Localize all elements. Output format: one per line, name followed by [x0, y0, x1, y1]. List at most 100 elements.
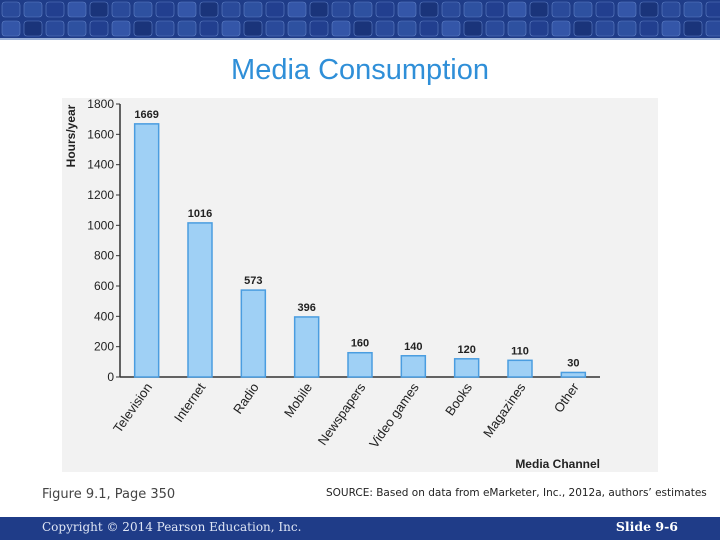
banner-tile	[551, 1, 571, 18]
banner-tile	[529, 20, 549, 37]
banner-tile	[45, 1, 65, 18]
banner-tile	[397, 1, 417, 18]
banner-tile	[573, 1, 593, 18]
y-tick-label: 1800	[87, 98, 114, 111]
banner-tile	[177, 20, 197, 37]
banner-tile	[573, 20, 593, 37]
banner-tile	[375, 20, 395, 37]
banner-divider	[0, 38, 720, 40]
banner-tile	[243, 20, 263, 37]
banner-tile	[397, 20, 417, 37]
bar	[400, 355, 427, 378]
data-label: 110	[511, 345, 529, 357]
banner-tile	[595, 1, 615, 18]
banner-tile	[287, 1, 307, 18]
banner-tile	[1, 20, 21, 37]
data-label: 120	[457, 344, 475, 356]
banner-tile	[243, 1, 263, 18]
y-tick-label: 1000	[87, 218, 114, 232]
bar-chart: 0 200 400 600 800 1000 1200 1400 1600 1800 Hours/y…	[62, 97, 658, 472]
banner-tile	[683, 20, 703, 37]
banner-tile	[89, 20, 109, 37]
bar	[347, 351, 373, 378]
y-axis-label: Hours/year	[64, 104, 78, 167]
banner-tile	[1, 1, 21, 18]
banner-tile	[617, 1, 637, 18]
y-tick-label: 400	[94, 309, 114, 323]
copyright-text: Copyright © 2014 Pearson Education, Inc.	[42, 520, 302, 534]
bar	[240, 289, 267, 378]
data-label: 573	[244, 275, 262, 287]
banner-tile	[309, 1, 329, 18]
x-axis-label: Media Channel	[515, 457, 600, 471]
banner-tile	[551, 20, 571, 37]
banner-tile	[705, 20, 720, 37]
bar	[560, 371, 587, 378]
banner-tile	[155, 20, 175, 37]
data-label: 140	[404, 341, 422, 353]
banner-tile	[463, 20, 483, 37]
banner-tile	[45, 20, 65, 37]
header-banner	[0, 0, 720, 38]
banner-tile	[309, 20, 329, 37]
data-label: 396	[297, 302, 315, 314]
data-label: 30	[567, 357, 579, 369]
banner-tile	[485, 20, 505, 37]
banner-tile	[111, 1, 131, 18]
y-tick-label: 0	[107, 370, 114, 384]
banner-tile	[221, 20, 241, 37]
chart-background	[62, 98, 658, 472]
banner-tile	[485, 1, 505, 18]
slide-title: Media Consumption	[231, 54, 489, 86]
banner-pattern	[1, 1, 720, 37]
banner-tile	[507, 1, 527, 18]
banner-tile	[705, 1, 720, 18]
banner-tile	[441, 20, 461, 37]
y-tick-label: 200	[94, 340, 114, 354]
banner-tile	[155, 1, 175, 18]
figure-caption: Figure 9.1, Page 350	[42, 487, 176, 502]
banner-tile	[133, 20, 153, 37]
banner-tile	[133, 1, 153, 18]
banner-tile	[177, 1, 197, 18]
y-tick-label: 600	[94, 279, 114, 293]
banner-tile	[67, 1, 87, 18]
banner-tile	[683, 1, 703, 18]
y-tick-label: 1600	[87, 127, 114, 141]
banner-tile	[529, 1, 549, 18]
bar	[507, 359, 533, 378]
banner-tile	[199, 20, 219, 37]
y-tick-label: 800	[94, 249, 114, 263]
banner-tile	[639, 20, 659, 37]
banner-tile	[23, 1, 43, 18]
bar	[133, 123, 160, 378]
banner-tile	[595, 20, 615, 37]
chart-panel: 0 200 400 600 800 1000 1200 1400 1600 1800 Hours/y…	[62, 97, 658, 472]
banner-tile	[661, 1, 681, 18]
banner-tile	[331, 1, 351, 18]
banner-tile	[661, 20, 681, 37]
banner-tile	[639, 1, 659, 18]
data-label: 160	[351, 338, 369, 350]
data-label: 1669	[134, 109, 158, 121]
footer-bar: Copyright © 2014 Pearson Education, Inc.…	[0, 517, 720, 540]
banner-tile	[419, 1, 439, 18]
bar	[187, 222, 213, 378]
slide-number: Slide 9-6	[615, 519, 678, 534]
banner-tile	[331, 20, 351, 37]
banner-tile	[199, 1, 219, 18]
banner-tile	[265, 1, 285, 18]
bar	[293, 316, 320, 378]
y-tick-label: 1400	[87, 158, 114, 172]
data-label: 1016	[188, 208, 212, 220]
source-caption: SOURCE: Based on data from eMarketer, In…	[326, 487, 707, 499]
banner-tile	[375, 1, 395, 18]
banner-tile	[441, 1, 461, 18]
banner-tile	[111, 20, 131, 37]
banner-tile	[265, 20, 285, 37]
banner-tile	[221, 1, 241, 18]
banner-tile	[89, 1, 109, 18]
banner-tile	[67, 20, 87, 37]
y-tick-label: 1200	[87, 188, 114, 202]
banner-tile	[353, 1, 373, 18]
